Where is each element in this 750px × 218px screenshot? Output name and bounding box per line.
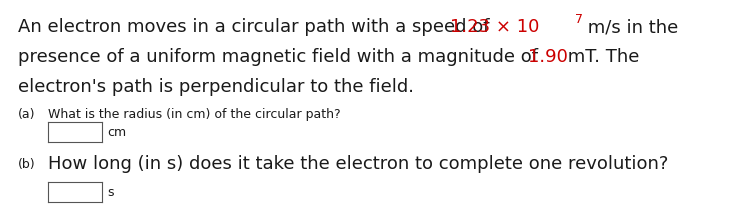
Text: presence of a uniform magnetic field with a magnitude of: presence of a uniform magnetic field wit… <box>18 48 544 66</box>
Text: m/s in the: m/s in the <box>582 18 678 36</box>
Text: 7: 7 <box>575 13 583 26</box>
Text: What is the radius (in cm) of the circular path?: What is the radius (in cm) of the circul… <box>48 108 340 121</box>
Text: mT. The: mT. The <box>562 48 639 66</box>
Text: 1.23 × 10: 1.23 × 10 <box>450 18 539 36</box>
Text: An electron moves in a circular path with a speed of: An electron moves in a circular path wit… <box>18 18 495 36</box>
Text: cm: cm <box>107 126 126 139</box>
Text: s: s <box>107 186 113 199</box>
Text: How long (in s) does it take the electron to complete one revolution?: How long (in s) does it take the electro… <box>48 155 668 173</box>
Text: (a): (a) <box>18 108 35 121</box>
Text: electron's path is perpendicular to the field.: electron's path is perpendicular to the … <box>18 78 414 96</box>
Text: (b): (b) <box>18 158 36 171</box>
Text: 1.90: 1.90 <box>528 48 568 66</box>
